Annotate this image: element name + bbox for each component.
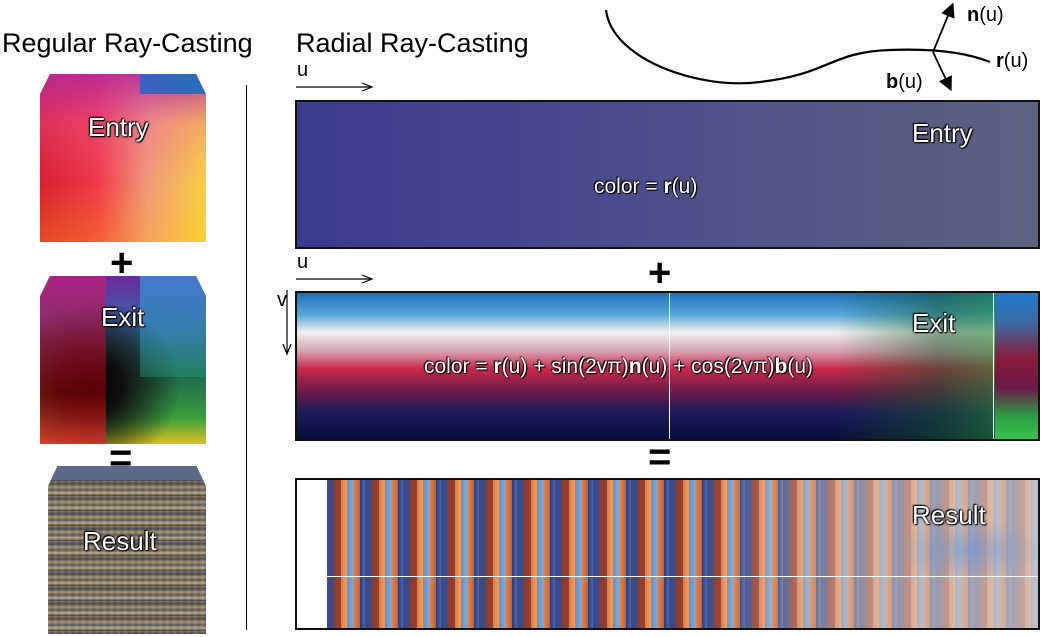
exit-panel-marker-line-1 bbox=[669, 293, 670, 439]
plus-symbol-panels: + bbox=[648, 251, 672, 295]
heading-radial-ray-casting: Radial Ray-Casting bbox=[296, 28, 529, 58]
exit-cube bbox=[40, 276, 206, 444]
exit-panel-marker-line-2 bbox=[993, 293, 994, 439]
exit-panel bbox=[295, 291, 1040, 441]
entry-cube-label: Entry bbox=[88, 112, 149, 142]
exit-panel-label: Exit bbox=[912, 308, 956, 338]
entry-panel bbox=[295, 100, 1040, 249]
axis-u-mid-label: u bbox=[297, 251, 309, 273]
axis-u-top-arrow bbox=[296, 82, 374, 92]
result-cube bbox=[48, 466, 206, 634]
entry-cube bbox=[40, 74, 206, 242]
entry-formula: color = r(u) bbox=[594, 175, 698, 198]
result-cube-label: Result bbox=[83, 526, 157, 556]
curve-r-label: r(u) bbox=[996, 50, 1029, 72]
vector-b-arrow bbox=[932, 51, 952, 92]
result-panel bbox=[295, 478, 1040, 630]
axis-v-label: v bbox=[277, 289, 287, 311]
vector-n-label: n(u) bbox=[967, 4, 1004, 26]
vector-b-label: b(u) bbox=[886, 71, 923, 93]
curve-r bbox=[604, 9, 991, 85]
curve-diagram bbox=[604, 2, 991, 92]
equals-symbol-panels: = bbox=[648, 435, 672, 479]
result-panel-label: Result bbox=[912, 500, 986, 530]
axis-u-mid-arrow bbox=[296, 274, 374, 284]
plus-symbol-left: + bbox=[110, 241, 134, 285]
column-divider bbox=[246, 85, 247, 630]
result-panel-marker-line bbox=[327, 576, 1038, 577]
axis-u-top-label: u bbox=[297, 59, 309, 81]
axis-v-arrow bbox=[282, 290, 292, 356]
vector-n-arrow bbox=[932, 2, 955, 53]
exit-cube-label: Exit bbox=[101, 302, 145, 332]
exit-formula: color = r(u) + sin(2vπ)n(u) + cos(2vπ)b(… bbox=[424, 355, 814, 378]
heading-regular-ray-casting: Regular Ray-Casting bbox=[2, 28, 253, 58]
entry-panel-label: Entry bbox=[912, 118, 973, 148]
